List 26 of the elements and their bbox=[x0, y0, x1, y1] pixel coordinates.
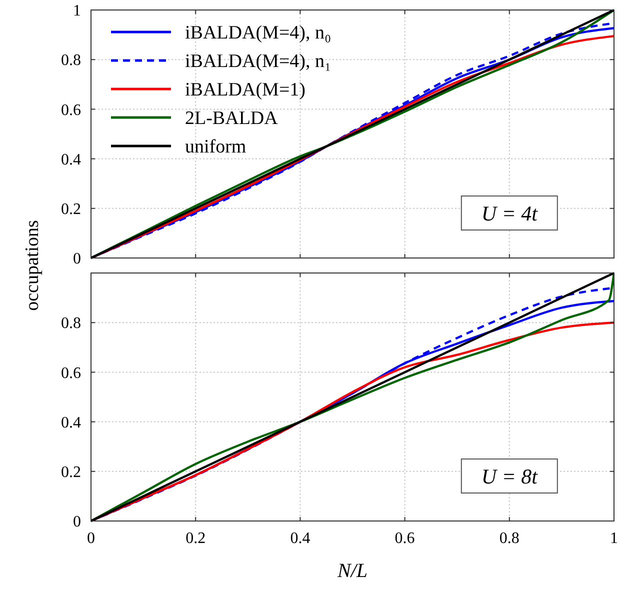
y-tick-label: 0.2 bbox=[61, 201, 81, 218]
y-tick-label: 0 bbox=[73, 514, 81, 531]
x-tick-label: 1 bbox=[610, 530, 618, 547]
y-tick-label: 0.4 bbox=[61, 151, 81, 168]
x-tick-label: 0.8 bbox=[499, 530, 520, 547]
y-tick-label: 0.8 bbox=[61, 315, 81, 332]
annotation: U = 8t bbox=[481, 464, 539, 488]
legend-label: 2L-BALDA bbox=[185, 108, 278, 130]
x-tick-label: 0.6 bbox=[394, 530, 415, 547]
legend-label: iBALDA(M=4), n₁ bbox=[185, 51, 332, 72]
y-tick-label: 0.6 bbox=[61, 102, 81, 119]
x-axis-title: N/L bbox=[336, 560, 368, 582]
legend-label: iBALDA(M=1) bbox=[185, 80, 306, 101]
x-tick-label: 0 bbox=[87, 530, 95, 547]
legend-label: uniform bbox=[185, 136, 246, 158]
annotation: U = 4t bbox=[481, 201, 539, 226]
y-tick-label: 0.4 bbox=[61, 414, 81, 432]
x-tick-label: 0.2 bbox=[186, 530, 206, 547]
y-tick-label: 0 bbox=[73, 250, 81, 268]
y-tick-label: 0.6 bbox=[61, 364, 81, 382]
legend-label: iBALDA(M=4), n₀ bbox=[185, 22, 332, 44]
y-tick-label: 0.8 bbox=[61, 52, 81, 70]
y-axis-title: occupations bbox=[22, 220, 43, 311]
x-tick-label: 0.4 bbox=[290, 530, 310, 547]
y-tick-label: 0.2 bbox=[61, 464, 81, 481]
y-tick-label: 1 bbox=[73, 2, 81, 20]
